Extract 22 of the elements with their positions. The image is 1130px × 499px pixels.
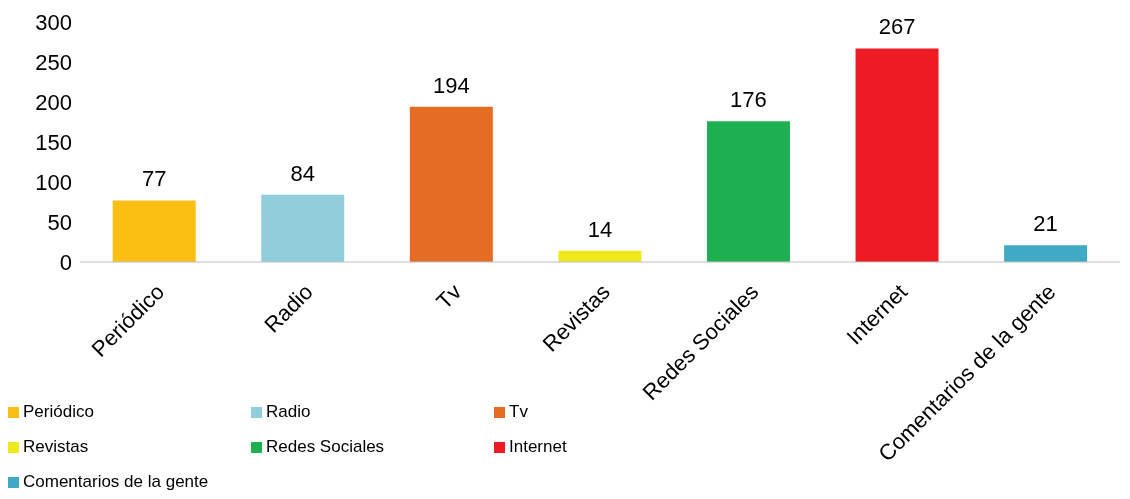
data-label: 267 [878, 14, 916, 40]
y-tick-label: 0 [59, 249, 72, 275]
y-tick-label: 100 [35, 169, 72, 195]
legend-label: Comentarios de la gente [23, 471, 210, 493]
y-tick-label: 50 [47, 209, 72, 235]
y-tick-label: 250 [35, 49, 72, 75]
y-tick-label: 150 [35, 129, 72, 155]
y-tick-label: 200 [35, 89, 72, 115]
x-tick-label: Tv [431, 279, 467, 315]
data-label: 14 [587, 216, 613, 242]
data-label: 176 [730, 87, 767, 113]
legend-label: Redes Sociales [266, 436, 386, 458]
legend-label: Revistas [23, 436, 90, 458]
data-label: 84 [290, 160, 315, 186]
data-label: 77 [141, 166, 167, 192]
legend-label: Radio [266, 401, 312, 423]
data-label: 194 [432, 72, 470, 98]
y-tick-label: 300 [35, 9, 72, 35]
legend-label: Internet [509, 436, 568, 458]
legend-label: Periódico [23, 401, 95, 423]
data-label: 21 [1033, 211, 1058, 237]
legend-label: Tv [509, 402, 528, 421]
